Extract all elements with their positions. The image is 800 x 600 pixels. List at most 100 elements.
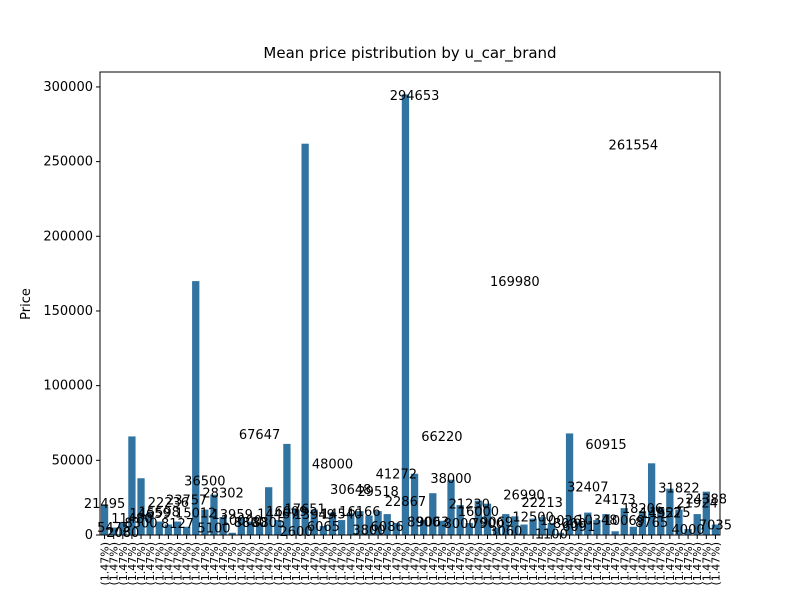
bar [438,520,446,535]
bar [666,488,674,535]
bar [164,524,173,535]
y-tick-label: 200000 [43,229,93,244]
x-tick-label: (1.47%) [199,542,212,586]
x-tick-label: (1.47%) [363,542,376,586]
bar [374,511,382,535]
x-tick-label: (1.47%) [409,542,422,586]
data-label: 8800 [234,516,267,531]
bar [210,494,218,535]
data-label: 3060 [489,524,522,539]
data-label: 14540 [321,507,362,522]
x-tick-label: (1.47%) [336,542,349,586]
x-tick-label: (1.47%) [691,542,704,586]
bar [611,531,619,535]
x-tick-label: (1.47%) [354,542,367,586]
bar [110,527,118,535]
x-tick-label: (1.47%) [536,542,549,586]
bar [255,522,264,535]
bar [337,520,346,535]
bar [657,508,665,535]
x-tick-label: (1.47%) [627,542,640,586]
data-label: 28302 [202,487,243,502]
x-tick-label: (1.47%) [226,542,239,586]
bar [638,511,647,535]
x-tick-label: (1.47%) [153,542,166,586]
data-label: 66220 [421,430,462,445]
bar [182,526,191,535]
data-label: 12500 [512,510,553,525]
x-tick-label: (1.47%) [345,542,358,586]
bar [511,516,519,535]
x-tick-label: (1.47%) [399,542,412,586]
x-tick-label: (1.47%) [299,542,312,586]
bar [347,513,355,535]
data-label: 14952 [640,507,681,522]
x-tick-label: (1.47%) [682,542,695,586]
data-label: 169980 [490,275,540,290]
data-label: 15275 [649,506,690,521]
x-tick-label: (1.47%) [472,542,485,586]
data-label: 29518 [357,485,398,500]
bar [620,508,628,535]
bar [228,532,236,535]
x-tick-label: (1.47%) [618,542,631,586]
x-tick-label: (1.47%) [436,542,449,586]
data-label: 14467 [257,507,298,522]
x-tick-label: (1.47%) [263,542,276,586]
x-tick-label: (1.47%) [554,542,567,586]
bar [538,517,546,535]
y-tick-label: 50000 [52,453,93,468]
data-label: 21924 [677,496,718,511]
bar [146,512,154,535]
data-label: 21230 [449,497,490,512]
x-tick-label: (1.47%) [445,542,458,586]
x-tick-label: (1.47%) [381,542,394,586]
bar [492,527,501,535]
data-label: 10000 [221,514,262,529]
x-tick-label: (1.47%) [673,542,686,586]
data-label: 30648 [330,483,371,498]
x-tick-label: (1.47%) [454,542,467,586]
bar [711,524,720,535]
data-label: 261554 [609,138,659,153]
x-tick-label: (1.47%) [190,542,203,586]
y-axis-label: Price [19,288,34,320]
data-label: 13949 [294,508,335,523]
data-label: 11480 [111,512,152,527]
x-tick-label: (1.47%) [500,542,513,586]
bar [675,509,683,535]
bar [392,523,400,535]
data-label: 22213 [522,496,563,511]
x-tick-label: (1.47%) [482,542,495,586]
x-tick-label: (1.47%) [99,542,112,586]
y-tick-label: 0 [85,528,93,543]
bar [483,503,492,535]
x-tick-label: (1.47%) [637,542,650,586]
data-label: 15012 [175,507,216,522]
x-tick-label: (1.47%) [181,542,194,586]
bar [447,479,455,535]
x-tick-label: (1.47%) [126,542,139,586]
data-label: 8900 [407,516,440,531]
bar [629,526,638,535]
x-tick-label: (1.47%) [491,542,504,586]
data-label: 36500 [184,474,225,489]
x-tick-label: (1.47%) [390,542,403,586]
x-tick-label: (1.47%) [582,542,595,586]
data-label: 16000 [458,505,499,520]
bar [602,514,610,535]
data-label: 67647 [239,428,280,443]
data-label: 6091 [562,520,595,535]
data-label: 5100 [197,521,230,536]
data-label: 26990 [503,489,544,504]
data-label: 24388 [686,493,727,508]
x-tick-label: (1.47%) [509,542,522,586]
y-tick-label: 250000 [43,155,93,170]
x-tick-label: (1.47%) [208,542,221,586]
data-label: 16166 [339,505,380,520]
data-label: 10348 [576,514,617,529]
bar [693,514,701,535]
x-tick-label: (1.47%) [709,542,722,586]
y-tick-label: 100000 [43,379,93,394]
